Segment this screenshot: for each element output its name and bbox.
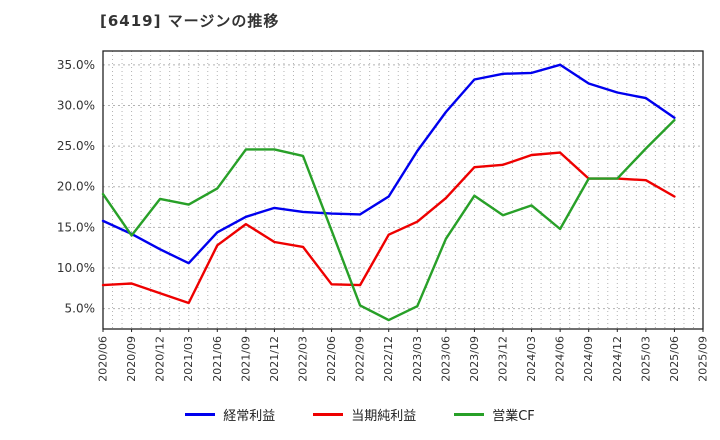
- x-axis-tick-label: 2025/03: [639, 336, 652, 382]
- x-axis-tick-label: 2023/03: [411, 336, 424, 382]
- page-title: [6419] マージンの推移: [100, 12, 280, 30]
- series-line-経常利益: [101, 63, 676, 265]
- legend-label: 当期純利益: [351, 409, 417, 424]
- x-axis-tick-label: 2024/03: [525, 336, 538, 382]
- x-axis-tick-label: 2023/09: [468, 336, 481, 382]
- y-axis-tick-label: 35.0%: [57, 58, 95, 72]
- x-axis-tick-label: 2021/06: [211, 336, 224, 382]
- x-axis-tick-label: 2023/06: [439, 336, 452, 382]
- legend-line-sample: [313, 413, 344, 416]
- x-axis-tick-label: 2021/09: [239, 336, 252, 382]
- legend-item-営業CF: 営業CF: [454, 405, 535, 424]
- legend-item-経常利益: 経常利益: [185, 405, 275, 424]
- x-axis-tick-label: 2023/12: [497, 336, 510, 382]
- x-axis-tick-label: 2024/12: [611, 336, 624, 382]
- legend-label: 営業CF: [492, 409, 535, 424]
- plot-frame: [102, 50, 704, 330]
- x-axis-tick-label: 2020/09: [125, 336, 138, 382]
- y-axis-tick-label: 10.0%: [57, 261, 95, 275]
- legend-item-当期純利益: 当期純利益: [313, 405, 416, 424]
- legend-label: 経常利益: [223, 409, 276, 424]
- x-axis-tick-label: 2022/09: [354, 336, 367, 382]
- chart-legend: 経常利益 当期純利益 営業CF: [0, 405, 720, 424]
- x-axis-tick-label: 2020/12: [154, 336, 167, 382]
- series-line-当期純利益: [101, 151, 676, 305]
- x-axis-tick-label: 2021/12: [268, 336, 281, 382]
- series-line-営業CF: [101, 118, 676, 322]
- x-axis-tick-label: 2020/06: [97, 336, 110, 382]
- y-axis-tick-label: 15.0%: [57, 220, 95, 234]
- y-axis-tick-label: 20.0%: [57, 180, 95, 194]
- y-axis-tick-label: 5.0%: [65, 302, 96, 316]
- x-axis-tick-label: 2022/12: [382, 336, 395, 382]
- x-axis-tick-label: 2022/06: [325, 336, 338, 382]
- x-axis-tick-label: 2022/03: [297, 336, 310, 382]
- y-axis-tick-label: 30.0%: [57, 98, 95, 112]
- x-axis-tick-label: 2025/06: [668, 336, 681, 382]
- x-axis-tick-label: 2021/03: [182, 336, 195, 382]
- y-axis-tick-label: 25.0%: [57, 139, 95, 153]
- legend-line-sample: [185, 413, 216, 416]
- x-axis-tick-label: 2024/09: [582, 336, 595, 382]
- x-axis-tick-label: 2025/09: [697, 336, 710, 382]
- legend-line-sample: [454, 413, 485, 416]
- x-axis-tick-label: 2024/06: [554, 336, 567, 382]
